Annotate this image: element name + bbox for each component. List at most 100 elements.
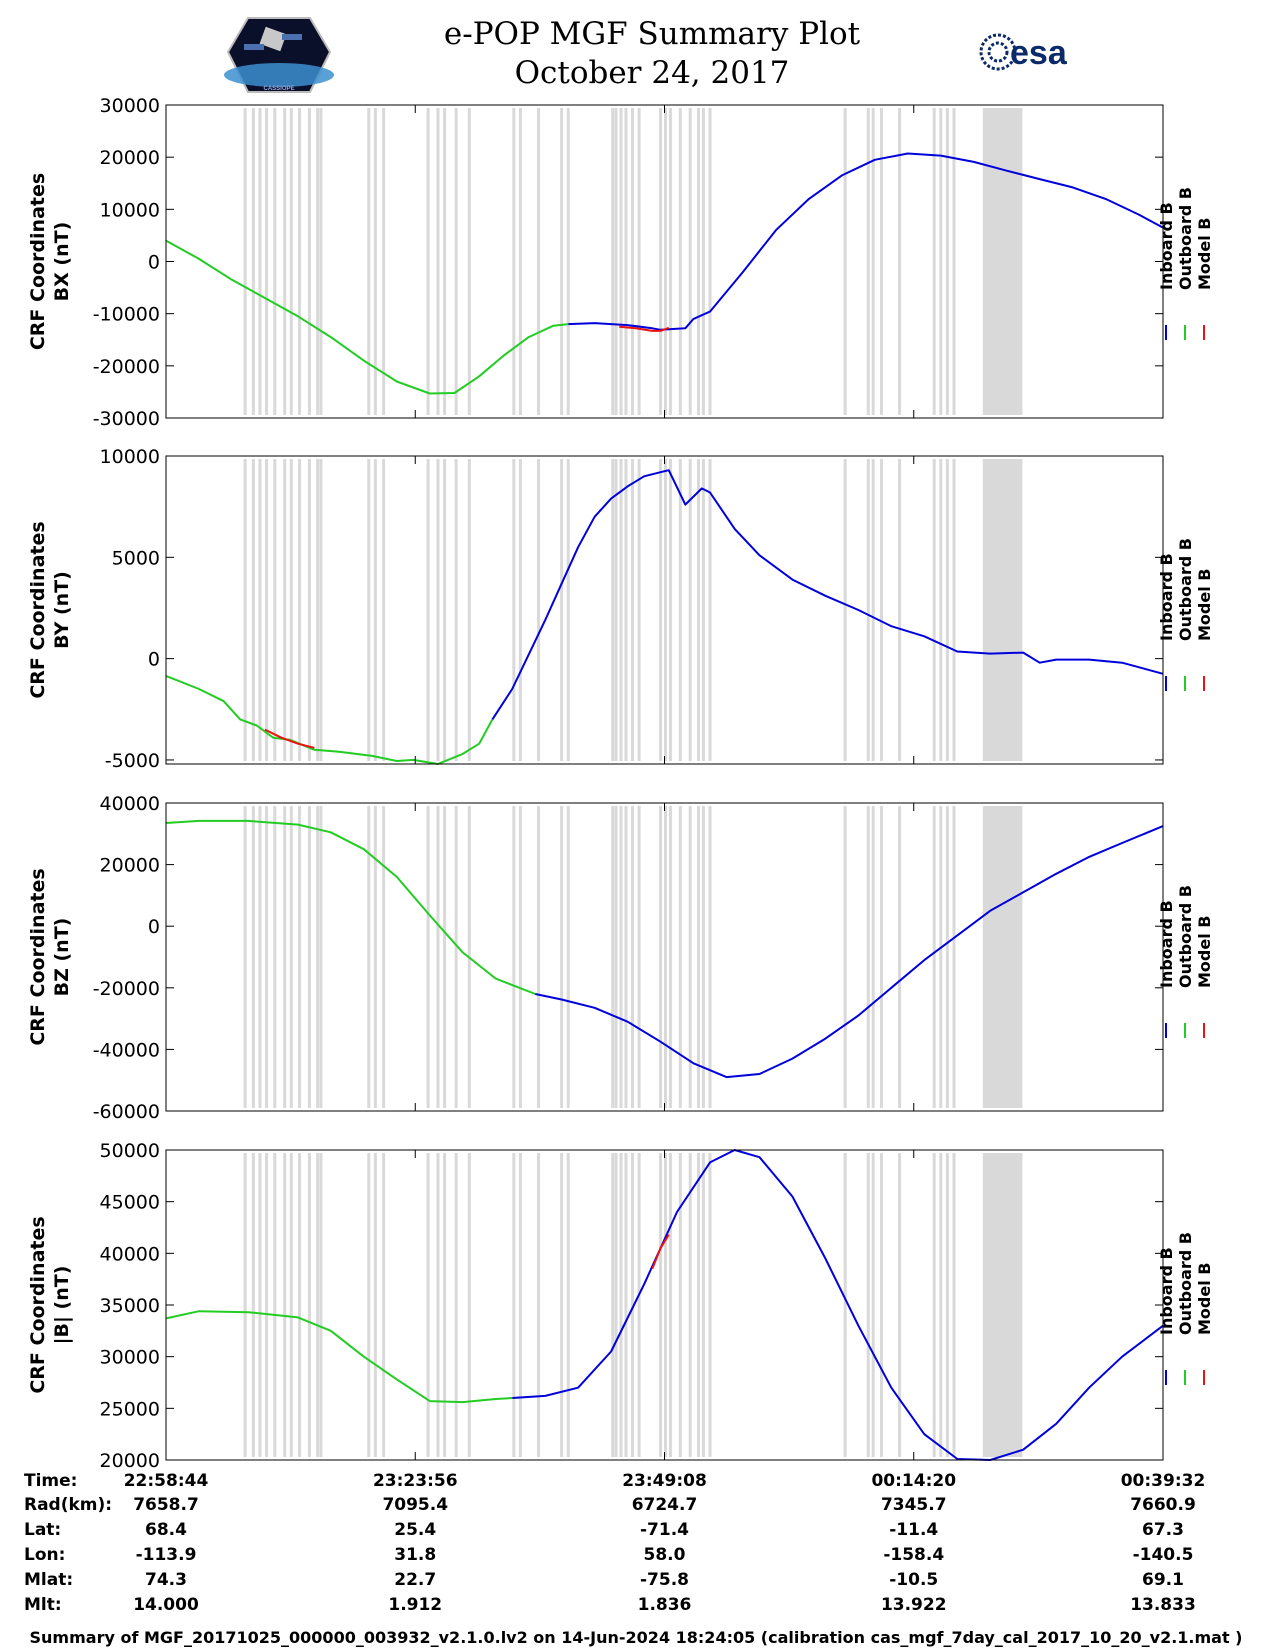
- data-gap-band: [560, 459, 564, 761]
- data-gap-band: [708, 1153, 712, 1457]
- data-gap-band: [939, 806, 943, 1108]
- y-tick-label: -30000: [93, 408, 160, 430]
- series-line-model-b: [651, 1234, 670, 1270]
- y-tick-label: 35000: [100, 1295, 160, 1317]
- data-gap-band: [382, 459, 386, 761]
- legend-label: Inboard B: [1157, 1247, 1176, 1335]
- data-gap-band: [289, 1153, 293, 1457]
- data-gap-band: [614, 459, 618, 761]
- data-gap-band: [319, 1153, 323, 1457]
- y-tick-label: 50000: [100, 1140, 160, 1162]
- data-gap-band: [373, 459, 377, 761]
- data-gap-band: [273, 108, 277, 415]
- bx-panel: 30000 20000 10000 0 -10000 -20000 -30000 CRF Co…: [27, 95, 1214, 430]
- btotal-panel: 50000 45000 40000 35000 30000 25000 20000 CRF C…: [27, 1140, 1214, 1472]
- data-gap-band: [258, 806, 262, 1108]
- data-gap-band: [879, 459, 883, 761]
- orbit-info-table: Time: Rad(km): Lat: Lon: Mlat: Mlt: 22:58:44 76…: [24, 1471, 1205, 1615]
- data-gap-band: [518, 1153, 522, 1457]
- data-gap-band: [659, 108, 663, 415]
- data-gap-band: [668, 806, 672, 1108]
- data-gap-band: [382, 108, 386, 415]
- y-tick-label: -20000: [93, 356, 160, 378]
- data-gap-band: [871, 459, 875, 761]
- data-gap-band: [611, 108, 615, 415]
- data-gap-band: [668, 108, 672, 415]
- legend-label: Outboard B: [1176, 187, 1195, 290]
- data-gap-band: [436, 108, 440, 415]
- data-gap-band: [631, 108, 635, 415]
- data-gap-band: [367, 108, 371, 415]
- data-gap-band: [843, 108, 847, 415]
- y-tick-label: 30000: [100, 95, 160, 117]
- info-row-label: Time:: [24, 1471, 77, 1491]
- data-gap-band: [708, 459, 712, 761]
- data-gap-band: [426, 108, 430, 415]
- data-gap-band: [611, 806, 615, 1108]
- data-gap-band: [945, 459, 949, 761]
- y-tick-label: 40000: [100, 793, 160, 815]
- data-gap-band: [945, 108, 949, 415]
- data-gap-band: [251, 108, 255, 415]
- y-tick-label: 20000: [100, 855, 160, 877]
- info-cell: -158.4: [883, 1545, 944, 1565]
- series-line-outboard-b: [165, 1310, 513, 1404]
- data-gap-band: [316, 108, 320, 415]
- y-axis-label: CRF Coordinates: [27, 868, 49, 1045]
- cassiope-logo: CASSIOPE: [224, 17, 334, 93]
- data-gap-band: [518, 108, 522, 415]
- data-gap-band: [537, 459, 541, 761]
- data-gap-band: [443, 459, 447, 761]
- data-gap-band: [708, 108, 712, 415]
- data-gap-band: [273, 1153, 277, 1457]
- data-gap-band: [243, 1153, 247, 1457]
- y-axis-label-units: BY (nT): [51, 571, 73, 649]
- legend-label: Model B: [1195, 218, 1214, 290]
- data-gap-band: [871, 1153, 875, 1457]
- data-gap-band: [619, 806, 623, 1108]
- info-cell: -71.4: [640, 1520, 689, 1540]
- y-tick-label: 0: [148, 916, 160, 938]
- data-gap-band: [307, 459, 311, 761]
- data-gap-band: [668, 459, 672, 761]
- data-gap-band-wide: [982, 108, 1023, 415]
- data-gap-band: [243, 459, 247, 761]
- info-cell: -140.5: [1133, 1545, 1194, 1565]
- data-gap-band: [518, 806, 522, 1108]
- data-gap-band: [283, 108, 287, 415]
- legend-label: Outboard B: [1176, 1232, 1195, 1335]
- data-gap-band: [678, 459, 682, 761]
- data-gap-band: [866, 108, 870, 415]
- data-gap-band: [243, 108, 247, 415]
- data-gap-band: [454, 806, 458, 1108]
- data-gap-band: [663, 1153, 667, 1457]
- data-gap-band: [939, 459, 943, 761]
- data-gap-band: [382, 1153, 386, 1457]
- data-gap-band: [614, 1153, 618, 1457]
- y-tick-label: 20000: [100, 147, 160, 169]
- series-line-outboard-b: [165, 674, 494, 765]
- data-gap-band: [373, 108, 377, 415]
- legend-label: Model B: [1195, 1263, 1214, 1335]
- data-gap-band: [560, 1153, 564, 1457]
- data-gap-band: [678, 1153, 682, 1457]
- data-gap-band: [283, 806, 287, 1108]
- info-row-label: Mlat:: [24, 1570, 73, 1590]
- title-line-1: e-POP MGF Summary Plot: [444, 16, 861, 52]
- data-gap-band: [624, 806, 628, 1108]
- series-line-inboard-b: [535, 825, 1164, 1079]
- info-cell: -10.5: [889, 1570, 938, 1590]
- data-gap-band: [319, 459, 323, 761]
- data-gap-band: [319, 108, 323, 415]
- data-gap-band: [560, 806, 564, 1108]
- data-gap-band: [663, 459, 667, 761]
- data-gap-band: [316, 806, 320, 1108]
- info-cell: 00:14:20: [871, 1471, 956, 1491]
- data-gap-band: [663, 806, 667, 1108]
- y-axis-label-units: BZ (nT): [51, 918, 73, 997]
- y-tick-label: 25000: [100, 1398, 160, 1420]
- data-gap-band: [443, 108, 447, 415]
- data-gap-band: [566, 806, 570, 1108]
- data-gap-band: [298, 806, 302, 1108]
- data-gap-band: [265, 1153, 269, 1457]
